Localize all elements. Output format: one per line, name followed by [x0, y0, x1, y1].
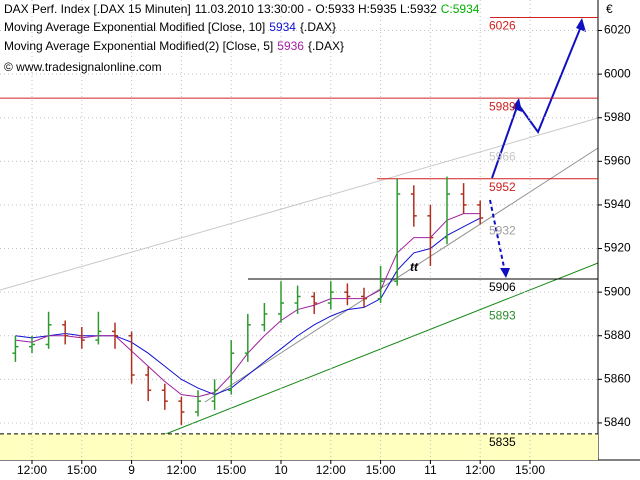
level-label: 5835	[489, 435, 516, 449]
y-tick-label: 5840	[604, 415, 631, 429]
arrow-head	[512, 98, 522, 112]
level-label: 5893	[489, 309, 516, 323]
trend-line	[204, 147, 599, 403]
level-label: 5989	[489, 99, 516, 113]
arrow-head	[576, 18, 586, 32]
x-tick-label: 15:00	[366, 463, 396, 477]
x-tick-label: 12:00	[17, 463, 47, 477]
ma-value: 5934	[269, 20, 296, 34]
plot-area	[0, 0, 598, 460]
level-label: 5952	[489, 180, 516, 194]
x-tick-label: 15:00	[216, 463, 246, 477]
level-label: 5932	[489, 224, 516, 238]
y-tick-label: 5980	[604, 110, 631, 124]
y-tick-label: 5900	[604, 284, 631, 298]
level-label: 5966	[489, 149, 516, 163]
y-tick-label: 6000	[604, 66, 631, 80]
x-tick-label: 15:00	[67, 463, 97, 477]
currency: €	[606, 2, 613, 16]
y-tick-label: 5920	[604, 241, 631, 255]
x-tick-label: 12:00	[166, 463, 196, 477]
ma-name: Moving Average Exponential Modified [Clo…	[4, 20, 266, 34]
copyright: © www.tradesignalonline.com	[4, 60, 162, 74]
x-tick-label: 10	[274, 463, 288, 477]
close: C:5934	[440, 2, 480, 16]
trend-line	[0, 117, 599, 291]
y-tick-label: 5860	[604, 372, 631, 386]
y-tick-label: 5880	[604, 328, 631, 342]
level-label: 6026	[489, 19, 516, 33]
annotation: tt	[410, 260, 419, 274]
support-zone	[0, 433, 598, 460]
datetime: 11.03.2010 13:30:00 -	[194, 2, 312, 16]
y-tick-label: 5940	[604, 197, 631, 211]
ma-name: Moving Average Exponential Modified(2) […	[4, 39, 274, 53]
level-label: 5906	[489, 280, 516, 294]
x-tick-label: 12:00	[465, 463, 495, 477]
ma-line	[15, 217, 481, 396]
legend-entry: Moving Average Exponential Modified [Clo…	[4, 20, 340, 34]
ohl: O:5933 H:5935 L:5932	[315, 2, 437, 16]
legend-entry: Moving Average Exponential Modified(2) […	[4, 39, 348, 53]
header-line: DAX Perf. Index [.DAX 15 Minuten] 11.03.2…	[4, 2, 483, 16]
ma-value: 5936	[277, 39, 304, 53]
projection-arrow	[489, 199, 506, 273]
ma-symbol: {.DAX}	[299, 20, 337, 34]
x-tick-label: 12:00	[316, 463, 346, 477]
y-tick-label: 6020	[604, 23, 631, 37]
trend-line	[99, 262, 599, 461]
instrument: DAX Perf. Index [.DAX 15 Minuten]	[4, 2, 191, 16]
x-tick-label: 11	[424, 463, 437, 477]
x-tick-label: 9	[128, 463, 135, 477]
y-tick-label: 5960	[604, 153, 631, 167]
ma-symbol: {.DAX}	[307, 39, 344, 53]
arrow-head	[500, 268, 510, 278]
x-tick-label: 15:00	[515, 463, 545, 477]
